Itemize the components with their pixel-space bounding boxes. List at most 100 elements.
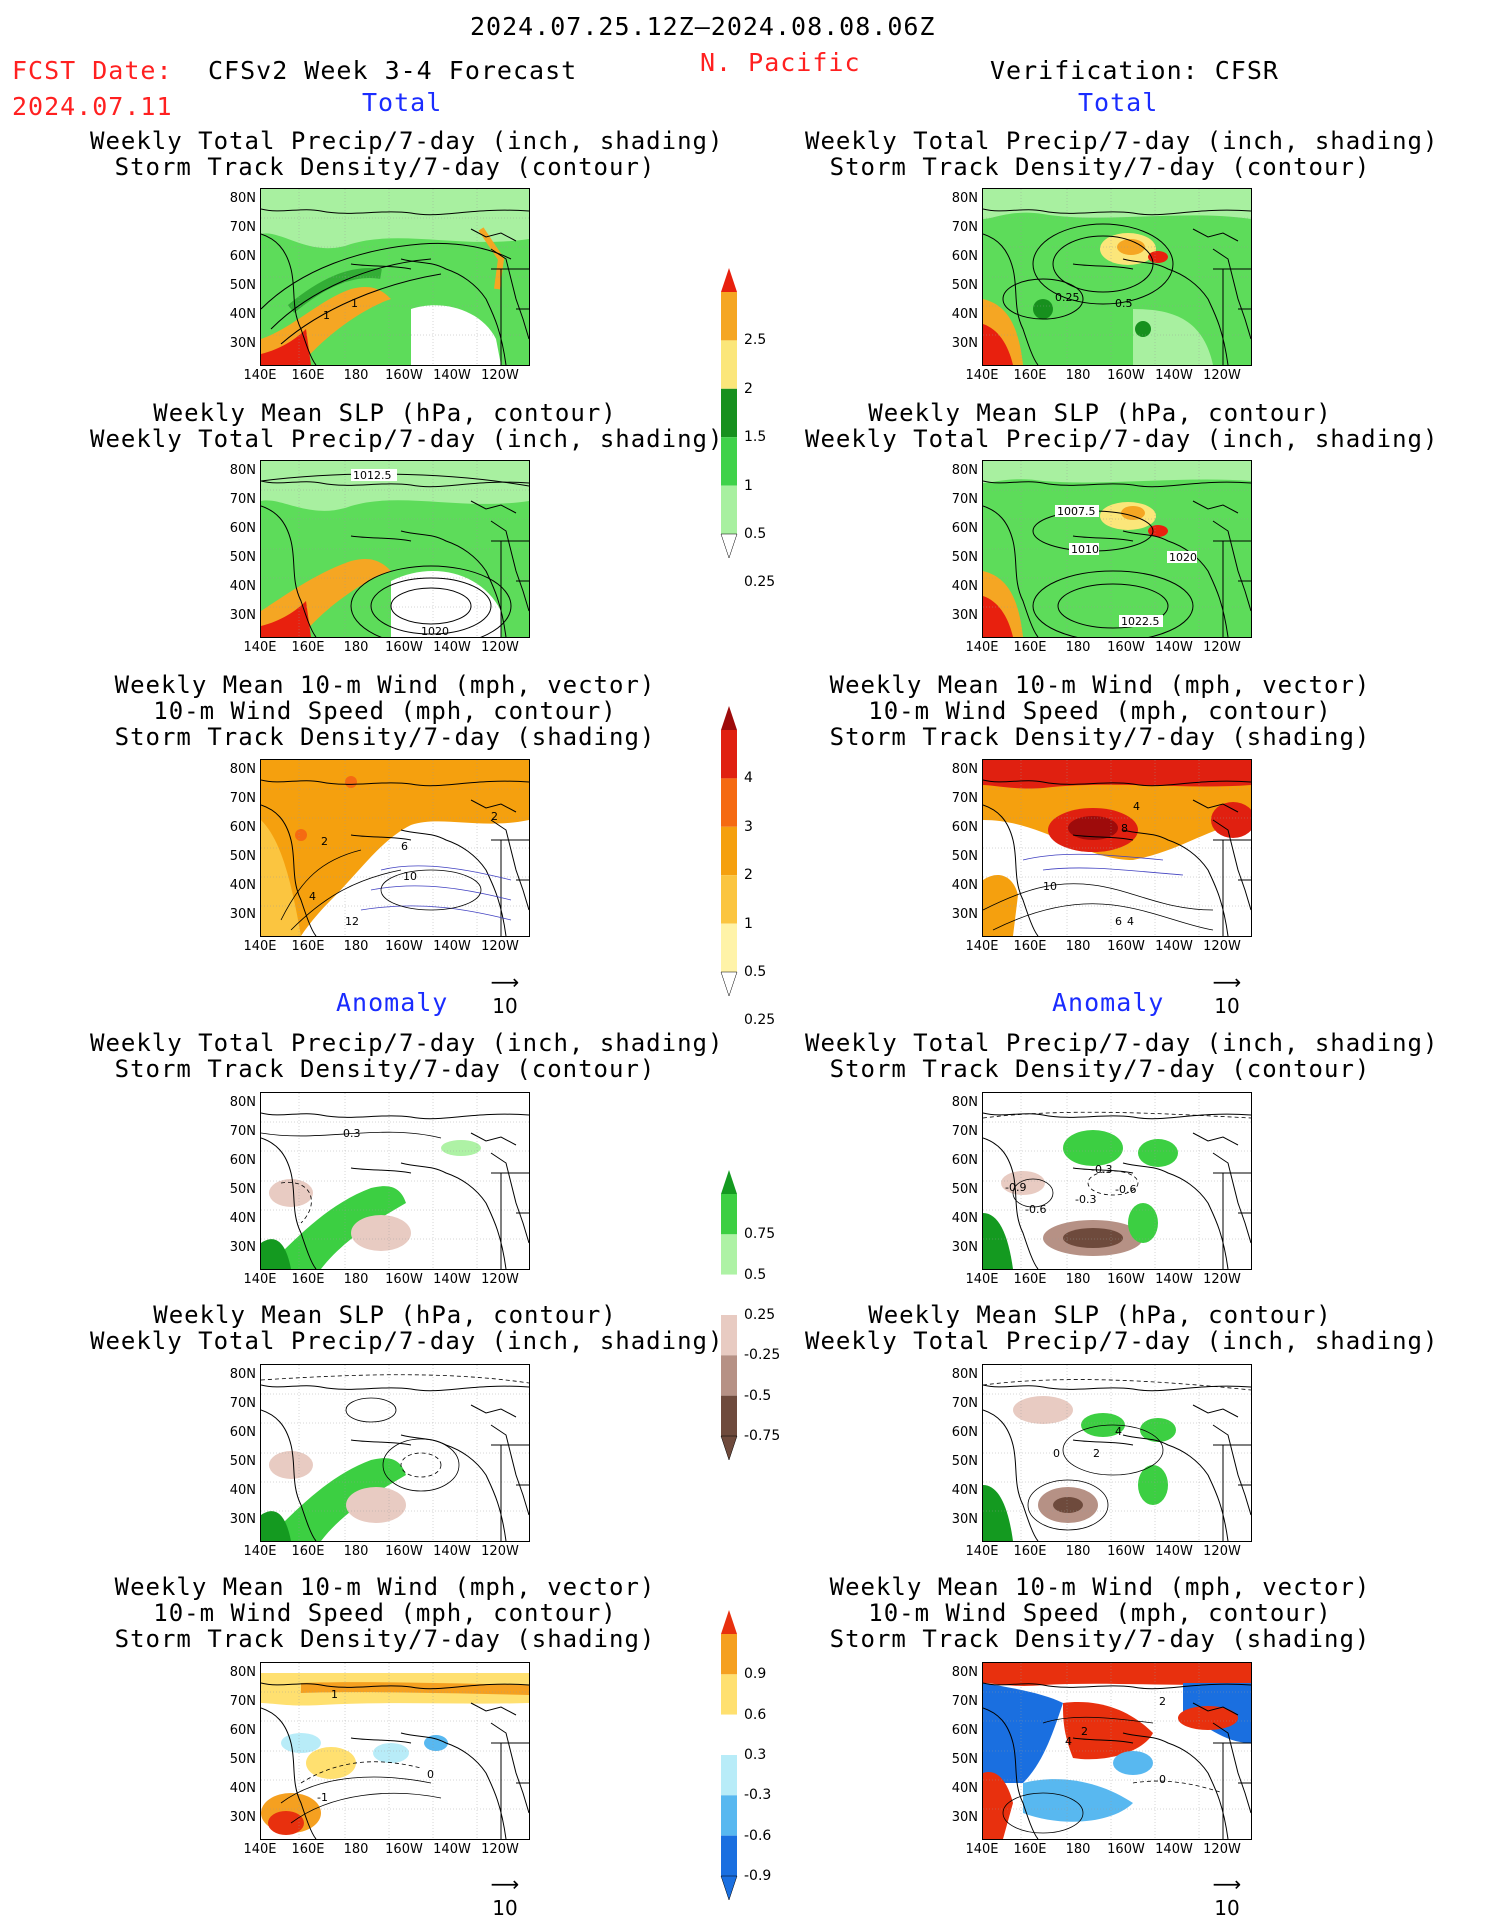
colorbar-swatch (721, 292, 737, 341)
lat-tick-label: 80N (951, 1665, 978, 1680)
lon-tick-label: 160E (291, 640, 325, 655)
lat-tick-label: 40N (229, 878, 256, 893)
precip-total-colorbar (720, 268, 738, 558)
lon-tick-label: 160W (1107, 1544, 1145, 1559)
left-total-heading: Total (362, 88, 443, 117)
colorbar-swatch (721, 1274, 737, 1315)
lon-tick-label: 160W (385, 368, 423, 383)
lat-tick-label: 70N (951, 492, 978, 507)
lat-tick-label: 50N (229, 1182, 256, 1197)
lat-tick-label: 80N (951, 1095, 978, 1110)
lat-tick-label: 30N (229, 1512, 256, 1527)
colorbar-swatch (720, 971, 738, 996)
lon-tick-label: 140E (243, 939, 277, 954)
lat-tick-label: 60N (951, 820, 978, 835)
lon-tick-label: 140E (965, 1842, 999, 1857)
precip-anom-colorbar (720, 1170, 738, 1460)
colorbar-label: 3 (744, 818, 753, 835)
colorbar-swatch (721, 388, 737, 438)
lat-tick-label: 60N (229, 249, 256, 264)
fc-wind-anom-title: Weekly Mean 10-m Wind (mph, vector) 10-m … (114, 1573, 656, 1653)
lat-tick-label: 30N (951, 608, 978, 623)
ob-wind-vector-ref: ⟶ 10 (1212, 970, 1242, 1018)
lat-tick-label: 40N (229, 1781, 256, 1796)
lon-tick-label: 160E (1013, 368, 1047, 383)
lat-tick-label: 40N (229, 579, 256, 594)
lat-tick-label: 70N (229, 1124, 256, 1139)
lon-tick-label: 160W (385, 939, 423, 954)
lat-tick-label: 70N (951, 1124, 978, 1139)
lon-tick-label: 140E (243, 368, 277, 383)
colorbar-swatch (721, 485, 737, 534)
lat-tick-label: 60N (951, 1723, 978, 1738)
lon-tick-label: 120W (481, 1272, 519, 1287)
lon-tick-label: 180 (1065, 1272, 1091, 1287)
lon-tick-label: 160W (1107, 640, 1145, 655)
left-anomaly-heading: Anomaly (336, 988, 449, 1017)
lat-tick-label: 60N (229, 820, 256, 835)
lon-tick-label: 160W (385, 1272, 423, 1287)
fc-wind-title: Weekly Mean 10-m Wind (mph, vector) 10-m … (114, 671, 656, 751)
contour-label: 4 (1115, 1425, 1122, 1438)
lon-tick-label: 140E (243, 1544, 277, 1559)
lat-tick-label: 30N (951, 1240, 978, 1255)
fc-wind-map: 2 2 6 10 4 12 (260, 759, 530, 937)
colorbar-swatch (721, 1355, 737, 1396)
contour-label: -0.6 (1115, 1183, 1136, 1196)
lat-tick-label: 60N (229, 1723, 256, 1738)
lat-tick-label: 70N (951, 1694, 978, 1709)
lon-tick-label: 120W (1203, 939, 1241, 954)
colorbar-label: 0.25 (744, 1307, 776, 1323)
lon-tick-label: 180 (343, 368, 369, 383)
lon-tick-label: 140E (965, 939, 999, 954)
colorbar-label: 0.5 (744, 1266, 767, 1283)
lon-tick-label: 140W (433, 368, 471, 383)
contour-label: 4 (1065, 1735, 1072, 1748)
colorbar-swatch (720, 533, 738, 558)
lon-tick-label: 140E (243, 1842, 277, 1857)
lon-tick-label: 160E (291, 1272, 325, 1287)
ob-slp-anom-map: 4 0 2 (982, 1364, 1252, 1542)
lon-tick-label: 160E (291, 939, 325, 954)
ob-wind-title: Weekly Mean 10-m Wind (mph, vector) 10-m … (829, 671, 1371, 751)
lon-tick-label: 160W (385, 1842, 423, 1857)
lat-tick-label: 40N (951, 307, 978, 322)
colorbar-swatch (721, 1315, 737, 1356)
colorbar-label: 0.5 (744, 526, 767, 542)
colorbar-label: 0.3 (744, 1747, 767, 1763)
lat-tick-label: 70N (229, 220, 256, 235)
lon-tick-label: 160E (1013, 1842, 1047, 1857)
ob-precip-anom-title: Weekly Total Precip/7-day (inch, shading… (805, 1029, 1439, 1083)
contour-label: 0.5 (1115, 297, 1133, 310)
colorbar-swatch (721, 730, 737, 779)
ob-wind-anom-map: 2 4 2 0 (982, 1662, 1252, 1840)
colorbar-swatch (721, 1835, 737, 1876)
colorbar-swatch (721, 437, 737, 486)
contour-label: -0.3 (1075, 1193, 1096, 1206)
lon-tick-label: 140W (433, 640, 471, 655)
lat-tick-label: 50N (229, 849, 256, 864)
lat-tick-label: 30N (229, 1810, 256, 1825)
contour-label: 10 (1043, 880, 1057, 893)
contour-label: 2 (321, 835, 328, 848)
lat-tick-label: 30N (951, 1810, 978, 1825)
lon-tick-label: 160W (1107, 939, 1145, 954)
fc-slp-map: 1012.5 1020 (260, 460, 530, 638)
contour-label: 6 (1115, 915, 1122, 928)
lon-tick-label: 140W (1155, 1272, 1193, 1287)
lat-tick-label: 50N (229, 278, 256, 293)
lat-tick-label: 70N (951, 791, 978, 806)
colorbar-label: 0.6 (744, 1706, 767, 1723)
track-anom-colorbar (720, 1610, 738, 1900)
contour-label: 4 (1133, 800, 1140, 813)
colorbar-swatch (720, 1435, 738, 1460)
lon-tick-label: 140E (965, 640, 999, 655)
lon-tick-label: 180 (1065, 640, 1091, 655)
lat-tick-label: 50N (229, 550, 256, 565)
ob-wind-map: 4 8 10 6 4 (982, 759, 1252, 937)
contour-label: 8 (1121, 822, 1128, 835)
lat-tick-label: 80N (229, 463, 256, 478)
lon-tick-label: 160E (1013, 939, 1047, 954)
lat-tick-label: 30N (229, 336, 256, 351)
lon-tick-label: 180 (1065, 368, 1091, 383)
